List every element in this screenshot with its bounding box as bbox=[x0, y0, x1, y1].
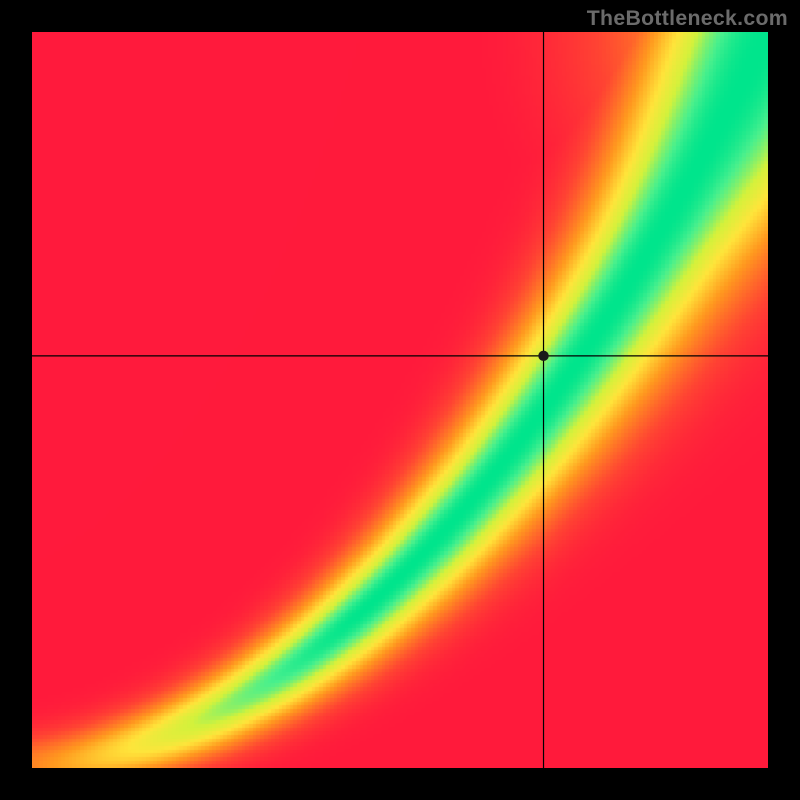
watermark-text: TheBottleneck.com bbox=[587, 6, 788, 31]
marker-dot bbox=[538, 351, 548, 361]
overlay-svg bbox=[32, 32, 768, 768]
figure-root: TheBottleneck.com bbox=[0, 0, 800, 800]
